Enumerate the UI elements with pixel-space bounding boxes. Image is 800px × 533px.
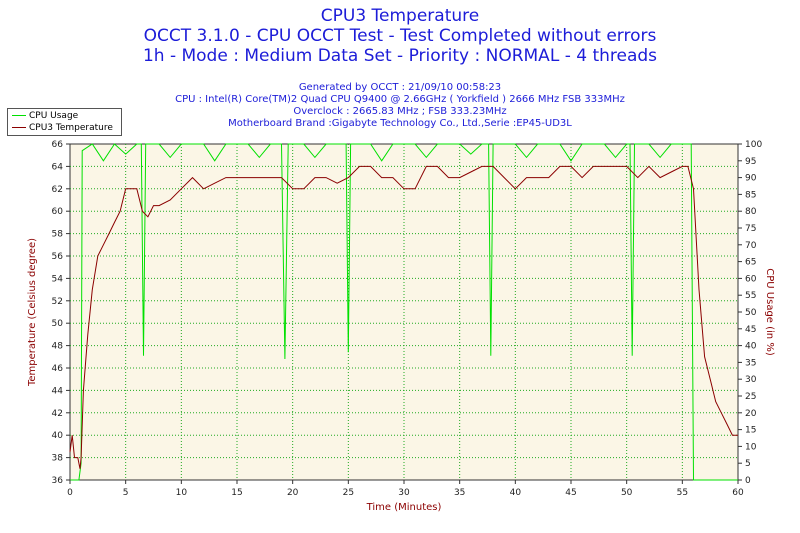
- chart-subtitle-2: 1h - Mode : Medium Data Set - Priority :…: [142, 46, 658, 66]
- y-axis-label-left: Temperature (Celsius degree): [27, 238, 38, 387]
- x-tick-label: 50: [621, 488, 633, 498]
- y-tick-label-left: 40: [52, 431, 64, 441]
- info-motherboard: Motherboard Brand :Gigabyte Technology C…: [228, 118, 572, 129]
- x-tick-label: 10: [176, 488, 188, 498]
- y-tick-label-right: 70: [745, 241, 757, 251]
- x-tick-label: 60: [732, 488, 744, 498]
- chart-title: CPU3 Temperature: [320, 6, 480, 26]
- y-tick-label-right: 25: [745, 392, 756, 402]
- x-tick-label: 35: [454, 488, 465, 498]
- info-overclock: Overclock : 2665.83 MHz ; FSB 333.23MHz: [293, 106, 507, 117]
- x-tick-label: 5: [123, 488, 129, 498]
- y-tick-label-right: 60: [745, 274, 757, 284]
- y-tick-label-right: 0: [745, 476, 751, 486]
- y-tick-label-left: 38: [52, 454, 64, 464]
- y-tick-label-left: 52: [52, 297, 63, 307]
- series-line-temperature: [69, 165, 738, 469]
- info-cpu: CPU : Intel(R) Core(TM)2 Quad CPU Q9400 …: [175, 94, 625, 105]
- y-tick-label-left: 48: [52, 342, 64, 352]
- y-tick-label-left: 64: [52, 162, 64, 172]
- x-tick-label: 0: [67, 488, 73, 498]
- legend-label-temperature: CPU3 Temperature: [29, 123, 113, 133]
- x-tick-label: 15: [231, 488, 242, 498]
- y-axis-label-right: CPU Usage (in %): [764, 268, 775, 356]
- y-tick-label-right: 55: [745, 291, 756, 301]
- series-line-cpu-usage: [70, 143, 738, 481]
- legend-swatch-cpu-usage: [12, 115, 26, 116]
- y-tick-label-left: 50: [52, 319, 64, 329]
- y-tick-label-left: 54: [52, 274, 64, 284]
- legend-item-temperature: CPU3 Temperature: [12, 122, 113, 134]
- y-tick-label-left: 56: [52, 252, 64, 262]
- y-tick-label-left: 42: [52, 409, 63, 419]
- y-tick-label-left: 58: [52, 230, 64, 240]
- x-axis-label: Time (Minutes): [366, 502, 442, 513]
- x-tick-label: 30: [398, 488, 410, 498]
- x-tick-label: 25: [343, 488, 354, 498]
- y-tick-label-left: 60: [52, 207, 64, 217]
- y-tick-label-right: 35: [745, 358, 756, 368]
- legend-label-cpu-usage: CPU Usage: [29, 111, 79, 121]
- y-tick-label-right: 40: [745, 342, 757, 352]
- x-tick-label: 40: [510, 488, 522, 498]
- y-tick-label-right: 90: [745, 174, 757, 184]
- chart-legend: CPU Usage CPU3 Temperature: [7, 108, 122, 136]
- y-tick-label-right: 20: [745, 409, 757, 419]
- x-tick-label: 45: [565, 488, 576, 498]
- y-tick-label-right: 85: [745, 190, 756, 200]
- legend-item-cpu-usage: CPU Usage: [12, 110, 78, 122]
- y-tick-label-right: 45: [745, 325, 756, 335]
- legend-swatch-temperature: [12, 127, 26, 128]
- info-generated: Generated by OCCT : 21/09/10 00:58:23: [298, 82, 502, 93]
- y-tick-label-left: 36: [52, 476, 64, 486]
- series-lines: [69, 143, 738, 481]
- x-tick-label: 55: [677, 488, 688, 498]
- y-tick-label-right: 80: [745, 207, 757, 217]
- y-tick-label-left: 62: [52, 185, 63, 195]
- y-tick-label-right: 15: [745, 426, 756, 436]
- y-tick-label-right: 95: [745, 157, 756, 167]
- y-tick-label-right: 65: [745, 258, 756, 268]
- y-tick-label-right: 100: [745, 140, 762, 150]
- y-tick-label-left: 66: [52, 140, 64, 150]
- y-tick-label-left: 46: [52, 364, 64, 374]
- axis-ticks: 0 5 10 15 20 25 30 35 40 45 50 55 603638404244464850…: [52, 140, 763, 498]
- y-tick-label-right: 30: [745, 375, 757, 385]
- y-tick-label-right: 50: [745, 308, 757, 318]
- y-tick-label-left: 44: [52, 386, 64, 396]
- y-tick-label-right: 10: [745, 442, 757, 452]
- y-tick-label-right: 5: [745, 459, 751, 469]
- y-tick-label-right: 75: [745, 224, 756, 234]
- x-tick-label: 20: [287, 488, 299, 498]
- chart-subtitle-1: OCCT 3.1.0 - CPU OCCT Test - Test Comple…: [143, 26, 657, 46]
- grid-lines: [70, 144, 738, 480]
